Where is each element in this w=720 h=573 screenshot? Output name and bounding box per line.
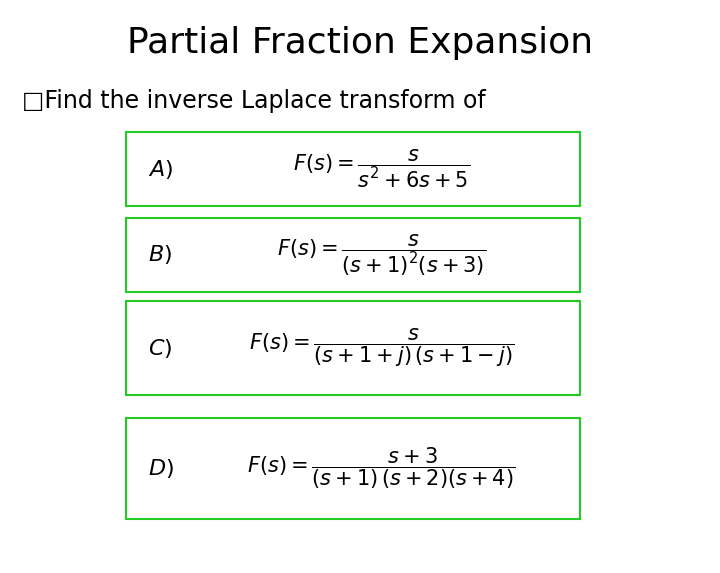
Text: $F(s) = \dfrac{s+3}{(s+1)\,(s+2)(s+4)}$: $F(s) = \dfrac{s+3}{(s+1)\,(s+2)(s+4)}$ (248, 446, 516, 491)
Text: $F(s) = \dfrac{s}{s^2+6s+5}$: $F(s) = \dfrac{s}{s^2+6s+5}$ (293, 148, 470, 190)
Text: $B)$: $B)$ (148, 244, 171, 266)
Text: □Find the inverse Laplace transform of: □Find the inverse Laplace transform of (22, 89, 485, 113)
Bar (126, 132, 580, 206)
Bar (126, 218, 580, 292)
Bar (126, 418, 580, 519)
Text: $F(s) = \dfrac{s}{(s+1)^2(s+3)}$: $F(s) = \dfrac{s}{(s+1)^2(s+3)}$ (277, 233, 486, 277)
Bar (126, 301, 580, 395)
Text: $D)$: $D)$ (148, 457, 174, 480)
Text: Partial Fraction Expansion: Partial Fraction Expansion (127, 26, 593, 60)
Text: $F(s) = \dfrac{s}{(s+1+j)\,(s+1-j)}$: $F(s) = \dfrac{s}{(s+1+j)\,(s+1-j)}$ (249, 327, 514, 370)
Text: $C)$: $C)$ (148, 336, 172, 360)
Text: $A)$: $A)$ (148, 158, 173, 180)
